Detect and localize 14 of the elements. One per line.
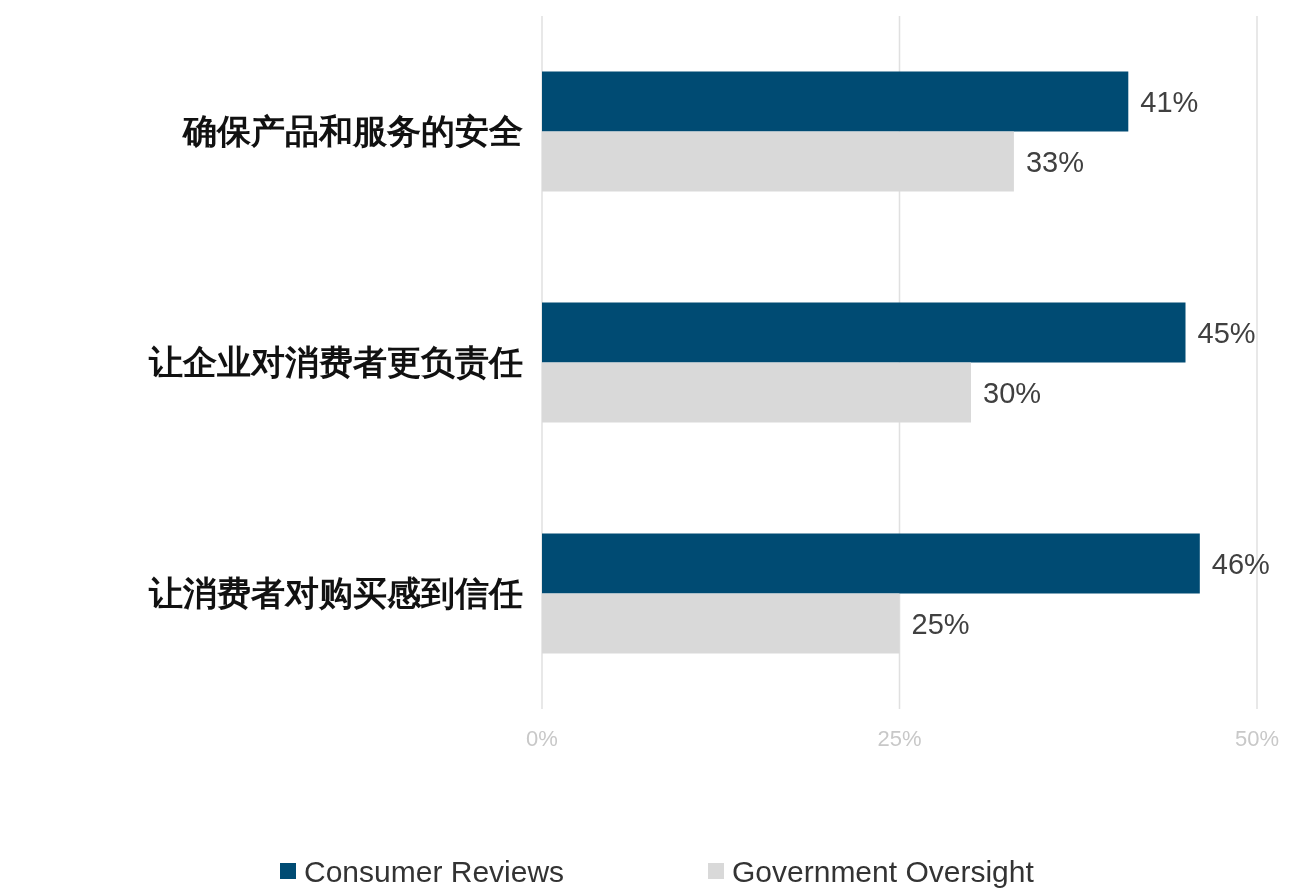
data-label: 41% (1140, 85, 1199, 118)
data-label: 25% (911, 607, 970, 640)
bar (542, 71, 1129, 132)
data-label: 46% (1211, 547, 1270, 580)
y-tick-label: 确保产品和服务的安全 (181, 111, 523, 152)
y-tick-label: 让企业对消费者更负责任 (148, 342, 523, 383)
y-tick-label: 让消费者对购买感到信任 (148, 573, 523, 614)
data-label: 45% (1197, 316, 1256, 349)
bar (542, 533, 1200, 594)
data-label: 33% (1025, 145, 1084, 178)
legend-label: Consumer Reviews (304, 854, 565, 888)
bar (542, 302, 1186, 363)
legend-label: Government Oversight (732, 854, 1035, 888)
data-label: 30% (983, 376, 1042, 409)
